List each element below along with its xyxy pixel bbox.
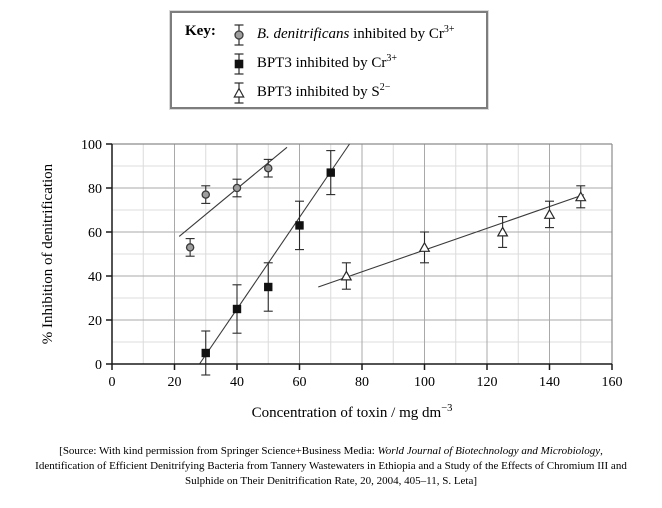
y-tick-label: 0 xyxy=(95,358,102,373)
chart-canvas: 0 20 40 60 80 100 120 140 160 0 20 40 60 80 100 Concent… xyxy=(40,138,623,421)
gray-circle-marker-icon xyxy=(234,23,244,46)
data-point-square xyxy=(264,282,273,292)
y-axis-label: % Inhibition of denitrification xyxy=(40,163,56,344)
key-entry-label: B. denitrificans inhibited by Cr3+ xyxy=(256,24,455,43)
trend-line xyxy=(199,143,350,365)
key-entry-bpt3-cr: BPT3 inhibited by Cr3+ xyxy=(231,49,455,78)
data-point-square xyxy=(326,168,335,177)
data-point-triangle xyxy=(496,226,509,237)
data-point-circle xyxy=(185,243,195,252)
x-tick-label: 20 xyxy=(168,375,182,390)
x-tick-label: 120 xyxy=(477,375,498,390)
series-circle xyxy=(178,146,288,257)
x-tick-label: 100 xyxy=(414,375,435,390)
key-entry-label: BPT3 inhibited by S2− xyxy=(256,82,391,101)
data-point-circle xyxy=(263,163,273,173)
trend-line xyxy=(318,194,585,288)
x-axis-label: Concentration of toxin / mg dm−3 xyxy=(252,403,453,421)
axes xyxy=(106,143,613,370)
plot-border xyxy=(112,143,613,364)
data-point-triangle xyxy=(574,190,587,202)
key-title: Key: xyxy=(185,23,216,39)
data-point-triangle xyxy=(543,208,556,219)
open-triangle-marker-icon xyxy=(233,81,245,104)
y-tick-label: 80 xyxy=(88,182,102,197)
data-point-square xyxy=(295,221,304,230)
x-tick-label: 60 xyxy=(293,375,307,390)
y-tick-label: 20 xyxy=(88,314,102,329)
data-point-circle xyxy=(232,183,242,193)
data-point-square xyxy=(232,304,242,314)
source-line-1: [Source: With kind permission from Sprin… xyxy=(59,445,603,457)
x-tick-label: 160 xyxy=(602,375,623,390)
y-tick-label: 40 xyxy=(88,270,102,285)
source-line-2: Identification of Efficient Denitrifying… xyxy=(35,460,627,472)
chart-key: Key: B. denitrificans inhibited by Cr3+ xyxy=(169,10,489,110)
data-point-circle xyxy=(201,190,210,199)
data-point-triangle xyxy=(418,241,431,252)
source-line-3: Sulphide on Their Denitrification Rate, … xyxy=(184,475,478,487)
grid-major xyxy=(112,144,612,364)
trend-line xyxy=(178,146,288,237)
x-tick-label: 40 xyxy=(230,375,244,390)
data-point-square xyxy=(201,348,210,358)
key-entry-label: BPT3 inhibited by Cr3+ xyxy=(256,53,398,72)
x-tick-label: 140 xyxy=(539,375,560,390)
data-point-triangle xyxy=(340,270,353,281)
key-entry-bpt3-s: BPT3 inhibited by S2− xyxy=(231,78,455,107)
series-square xyxy=(199,143,350,376)
series-triangle xyxy=(318,185,587,290)
y-tick-label: 60 xyxy=(88,226,102,241)
key-entry-b-denitrificans: B. denitrificans inhibited by Cr3+ xyxy=(231,20,455,49)
y-tick-label: 100 xyxy=(81,138,102,153)
black-square-marker-icon xyxy=(234,52,244,75)
x-tick-label: 0 xyxy=(109,375,116,390)
source-citation: [Source: With kind permission from Sprin… xyxy=(0,444,662,489)
x-tick-label: 80 xyxy=(355,375,369,390)
